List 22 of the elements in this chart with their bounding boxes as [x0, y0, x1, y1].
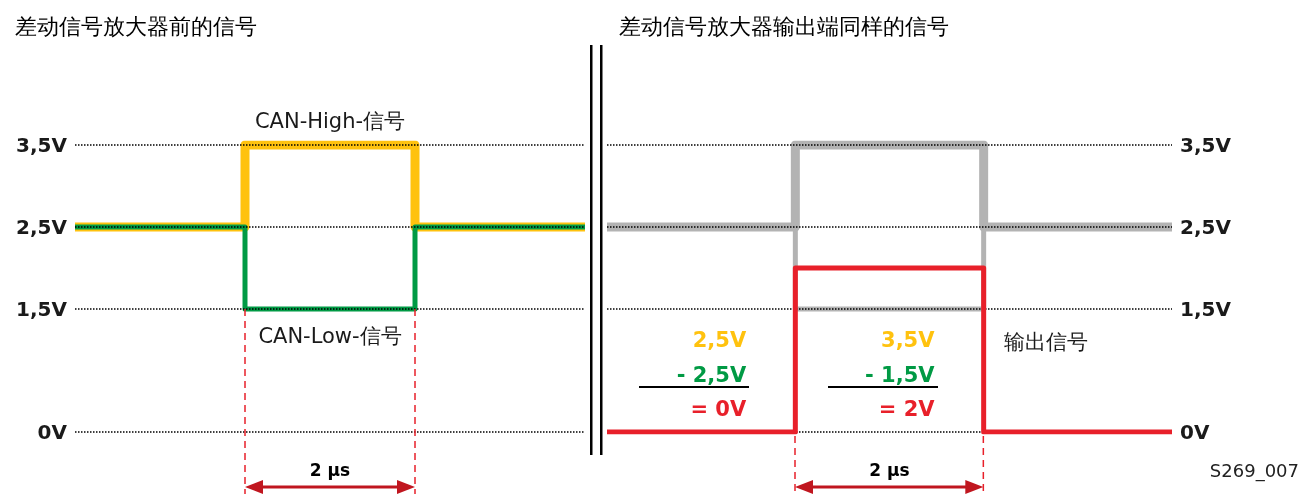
series-label: CAN-Low-信号 [258, 323, 402, 348]
text: 2 μs [869, 460, 910, 480]
y-tick-label: 1,5V [16, 297, 68, 321]
series-label: CAN-High-信号 [254, 108, 406, 133]
y-tick-label: 3,5V [16, 133, 68, 157]
text: S269_007 [1209, 459, 1299, 482]
y-tick-label: 3,5V [1180, 133, 1232, 157]
annotation: - 1,5V [865, 362, 936, 387]
y-tick-label: 0V [1180, 420, 1210, 444]
series-label: 输出信号 [1003, 329, 1088, 354]
text: 2 μs [309, 460, 351, 480]
annotation: 2,5V [692, 328, 747, 353]
y-tick-label: 2,5V [1180, 215, 1232, 239]
annotation: = 0V [690, 397, 747, 422]
chart-title: 差动信号放大器前的信号 [15, 13, 257, 39]
y-tick-label: 2,5V [16, 215, 68, 239]
annotation: - 2,5V [676, 362, 747, 387]
annotation: 3,5V [881, 328, 936, 353]
chart-title: 差动信号放大器输出端同样的信号 [619, 13, 949, 39]
annotation: = 2V [878, 397, 936, 422]
y-tick-label: 1,5V [1180, 297, 1232, 321]
y-tick-label: 0V [37, 420, 68, 444]
